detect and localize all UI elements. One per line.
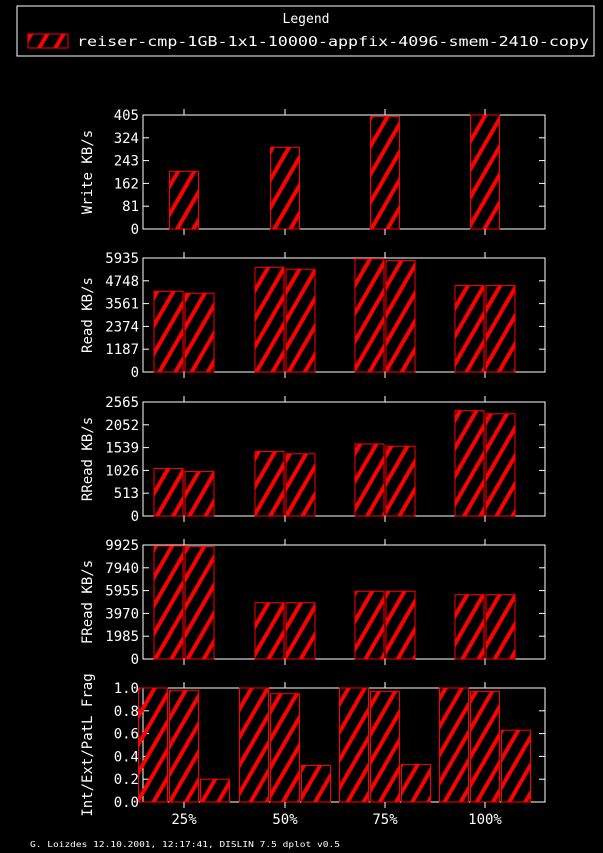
- bar: [470, 114, 500, 230]
- y-tick-label: 1985: [105, 629, 139, 645]
- legend-box: Legend reiser-cmp-1GB-1x1-10000-appfix-4…: [16, 5, 595, 57]
- plot-frame: [142, 257, 546, 373]
- y-tick-label: 1.0: [114, 681, 139, 697]
- bar: [439, 687, 469, 803]
- panel-4: 0 1985 3970 5955 7940 9925 FRead KB/s: [80, 538, 546, 668]
- y-tick-label: 0.8: [114, 704, 139, 720]
- y-axis-label: Read KB/s: [80, 277, 96, 353]
- y-tick-label: 9925: [105, 538, 139, 554]
- y-tick-label: 3970: [105, 606, 139, 622]
- bar: [339, 687, 369, 803]
- legend-swatch: [27, 33, 69, 49]
- x-tick-label: 50%: [272, 812, 298, 828]
- y-tick-label: 162: [114, 176, 139, 192]
- bar: [184, 292, 215, 373]
- y-tick-label: 0: [131, 222, 139, 238]
- bar: [485, 285, 516, 373]
- y-axis-label: RRead KB/s: [80, 417, 96, 501]
- y-tick-label: 2565: [105, 395, 139, 411]
- panel-1: 0 81 162 243 324 405 Write KB/s: [80, 108, 546, 238]
- panel-3: 0 513 1026 1539 2052 2565 RRead KB/s: [80, 395, 546, 525]
- y-tick-label: 3561: [105, 297, 139, 313]
- x-tick-label: 25%: [171, 812, 197, 828]
- bar: [153, 467, 184, 517]
- bar: [270, 693, 300, 803]
- plot-frame: [142, 401, 546, 517]
- plot-frame: [142, 544, 546, 660]
- bar: [401, 763, 431, 803]
- y-tick-label: 7940: [105, 561, 139, 577]
- bar: [385, 590, 416, 660]
- bar: [138, 687, 168, 803]
- y-tick-label: 405: [114, 108, 139, 124]
- panel-5: 0.0 0.2 0.4 0.6 0.8 1.0 Int/Ext/PatL Frag 25% 50…: [80, 673, 546, 828]
- bar: [254, 266, 285, 373]
- bar: [169, 170, 199, 230]
- bar: [370, 115, 400, 230]
- bar: [454, 594, 485, 660]
- bar: [485, 594, 516, 660]
- y-tick-label: 0.2: [114, 772, 139, 788]
- bar: [385, 260, 416, 373]
- y-tick-label: 0.0: [114, 795, 139, 811]
- plot-frame: [142, 114, 546, 230]
- y-axis-label: Write KB/s: [80, 130, 96, 214]
- bar: [285, 453, 316, 517]
- y-tick-label: 1026: [105, 463, 139, 479]
- y-axis-label: Int/Ext/PatL Frag: [80, 673, 96, 816]
- bar: [184, 471, 215, 517]
- legend-title: Legend: [283, 12, 330, 27]
- y-tick-label: 0: [131, 509, 139, 525]
- bar: [454, 410, 485, 517]
- bar: [184, 545, 215, 660]
- chart-panels: 0 81 162 243 324 405 Write KB/s 0 1187 2374 3561 47…: [80, 108, 546, 828]
- x-tick-label: 100%: [468, 812, 502, 828]
- y-tick-label: 243: [114, 154, 139, 170]
- y-tick-label: 0: [131, 652, 139, 668]
- bar: [270, 146, 300, 230]
- bar: [285, 602, 316, 660]
- y-tick-label: 5935: [105, 251, 139, 267]
- x-tick-label: 75%: [372, 812, 398, 828]
- bar: [239, 687, 269, 803]
- bar: [301, 765, 331, 803]
- y-tick-label: 4748: [105, 274, 139, 290]
- y-tick-label: 324: [114, 131, 139, 147]
- bar: [454, 285, 485, 373]
- bar: [153, 545, 184, 660]
- y-tick-label: 2374: [105, 319, 139, 335]
- y-tick-label: 2052: [105, 418, 139, 434]
- bar: [200, 778, 230, 803]
- bar: [153, 290, 184, 373]
- y-tick-label: 1539: [105, 441, 139, 457]
- y-tick-label: 0: [131, 365, 139, 381]
- bar: [354, 258, 385, 373]
- bar: [370, 690, 400, 803]
- bar: [385, 445, 416, 517]
- bar: [354, 590, 385, 660]
- y-tick-label: 513: [114, 486, 139, 502]
- legend-entry: reiser-cmp-1GB-1x1-10000-appfix-4096-sme…: [77, 35, 589, 50]
- footer-credit: G. Loizdes 12.10.2001, 12:17:41, DISLIN …: [30, 840, 340, 849]
- bar: [254, 451, 285, 517]
- y-tick-label: 0.4: [114, 749, 139, 765]
- y-tick-label: 1187: [105, 342, 139, 358]
- y-axis-label: FRead KB/s: [80, 560, 96, 644]
- bar: [254, 602, 285, 660]
- bar: [470, 690, 500, 803]
- y-tick-label: 5955: [105, 584, 139, 600]
- y-tick-label: 0.6: [114, 727, 139, 743]
- y-tick-label: 81: [122, 199, 139, 215]
- panel-2: 0 1187 2374 3561 4748 5935 Read KB/s: [80, 251, 546, 381]
- bar: [501, 729, 531, 803]
- bar: [354, 443, 385, 517]
- bar: [169, 689, 199, 803]
- bar: [285, 268, 316, 373]
- bar: [485, 413, 516, 517]
